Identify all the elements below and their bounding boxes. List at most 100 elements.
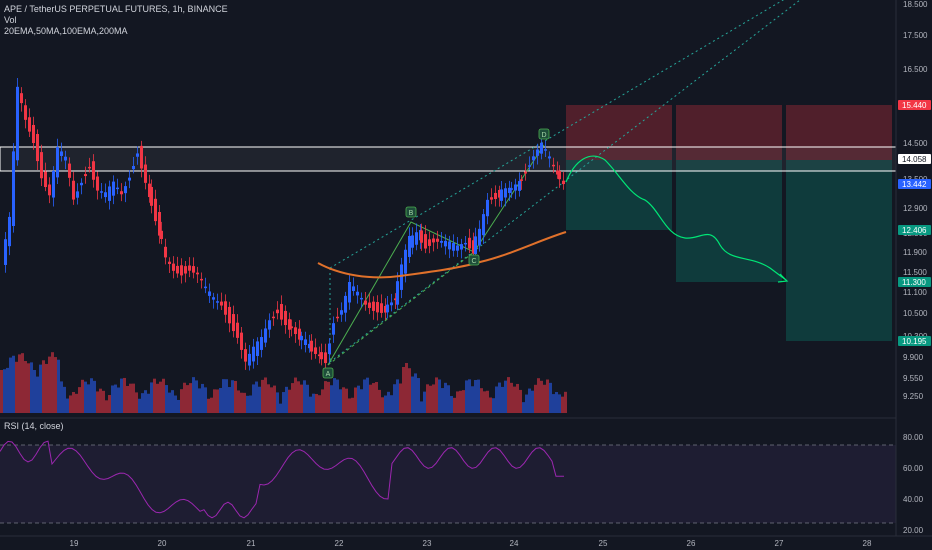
chart-title: APE / TetherUS PERPETUAL FUTURES, 1h, BI… bbox=[4, 4, 228, 14]
volume-bar bbox=[564, 391, 567, 413]
volume-bar bbox=[450, 396, 453, 413]
candle-body bbox=[482, 214, 485, 236]
volume-bar bbox=[171, 390, 174, 413]
volume-bar bbox=[546, 379, 549, 413]
candle-body bbox=[220, 301, 223, 306]
price-badge bbox=[898, 154, 931, 164]
candle-body bbox=[16, 86, 19, 161]
volume-bar bbox=[168, 392, 171, 413]
volume-bar bbox=[402, 366, 405, 413]
time-label: 20 bbox=[158, 539, 167, 548]
volume-bar bbox=[207, 398, 210, 413]
price-tick: 11.500 bbox=[903, 268, 927, 277]
candle-body bbox=[68, 163, 71, 178]
volume-bar bbox=[357, 385, 360, 413]
candle-body bbox=[40, 152, 43, 179]
volume-bar bbox=[561, 396, 564, 413]
candle-body bbox=[396, 281, 399, 305]
projection-path[interactable] bbox=[565, 155, 787, 281]
volume-bar bbox=[552, 394, 555, 413]
volume-bar bbox=[291, 383, 294, 413]
price-badge-label: 15.440 bbox=[902, 101, 927, 110]
resistance-zone[interactable] bbox=[0, 146, 897, 172]
volume-bar bbox=[393, 384, 396, 413]
rsi-line bbox=[0, 440, 564, 519]
candle-body bbox=[318, 354, 321, 357]
pattern-point-B[interactable] bbox=[405, 206, 417, 218]
candle-body bbox=[298, 328, 301, 340]
candle-body bbox=[411, 235, 414, 248]
volume-bar bbox=[288, 389, 291, 413]
candle-body bbox=[452, 243, 455, 251]
volume-bar bbox=[339, 389, 342, 413]
price-badge-label: 11.300 bbox=[902, 278, 926, 287]
time-label: 23 bbox=[423, 539, 432, 548]
candle-body bbox=[376, 302, 379, 313]
volume-bar bbox=[462, 390, 465, 413]
volume-bar bbox=[387, 391, 390, 413]
candle-body bbox=[132, 166, 135, 170]
volume-bar bbox=[72, 392, 75, 413]
candle-body bbox=[520, 179, 523, 181]
candle-body bbox=[24, 105, 27, 120]
time-axis[interactable]: 19 20 21 22 23 24 25 26 27 28 bbox=[70, 539, 872, 548]
candle-body bbox=[472, 240, 475, 254]
pattern-point-A[interactable] bbox=[322, 367, 334, 379]
volume-bar bbox=[486, 390, 489, 413]
volume-bar bbox=[165, 385, 168, 413]
candle-body bbox=[176, 265, 179, 274]
volume-label: Vol bbox=[4, 15, 17, 25]
volume-bar bbox=[360, 389, 363, 413]
candle-body bbox=[324, 352, 327, 364]
pattern-point-D[interactable] bbox=[538, 128, 550, 140]
volume-bar bbox=[513, 386, 516, 413]
candle-body bbox=[386, 304, 389, 313]
volume-bar bbox=[255, 381, 258, 413]
volume-bar bbox=[390, 395, 393, 413]
candle-body bbox=[12, 151, 15, 226]
candle-body bbox=[260, 337, 263, 350]
volume-bar bbox=[423, 391, 426, 413]
volume-bar bbox=[222, 379, 225, 413]
price-tick: 17.500 bbox=[903, 31, 928, 40]
volume-bar bbox=[99, 388, 102, 413]
volume-bar bbox=[156, 383, 159, 413]
abcd-pattern[interactable] bbox=[327, 144, 545, 366]
volume-bar bbox=[3, 369, 6, 413]
volume-bar bbox=[237, 390, 240, 413]
volume-bar bbox=[210, 397, 213, 413]
volume-bar bbox=[0, 370, 3, 413]
volume-bar bbox=[105, 400, 108, 413]
volume-histogram bbox=[0, 352, 567, 413]
candle-body bbox=[368, 302, 371, 308]
candle-body bbox=[336, 316, 339, 319]
pattern-point-C[interactable] bbox=[468, 254, 480, 266]
candle-body bbox=[498, 190, 501, 198]
price-tick: 16.500 bbox=[903, 65, 928, 74]
price-tick: 10.500 bbox=[903, 309, 928, 318]
candle-body bbox=[84, 174, 87, 177]
candle-body bbox=[236, 322, 239, 338]
candle-body bbox=[4, 239, 7, 265]
volume-bar bbox=[297, 381, 300, 413]
rsi-tick: 40.00 bbox=[903, 495, 924, 504]
candle-body bbox=[280, 304, 283, 320]
volume-bar bbox=[102, 390, 105, 413]
rsi-pane[interactable] bbox=[0, 417, 896, 524]
price-badge bbox=[898, 225, 931, 235]
candle-body bbox=[490, 197, 493, 200]
candle-body bbox=[352, 286, 355, 291]
candle-body bbox=[80, 182, 83, 186]
volume-bar bbox=[399, 383, 402, 413]
volume-bar bbox=[75, 393, 78, 413]
volume-bar bbox=[342, 387, 345, 413]
candle-body bbox=[196, 272, 199, 275]
candlestick-series bbox=[4, 78, 565, 371]
candle-body bbox=[372, 301, 375, 311]
candle-body bbox=[128, 177, 131, 181]
candle-body bbox=[154, 198, 157, 222]
volume-bar bbox=[42, 360, 45, 413]
volume-bar bbox=[87, 384, 90, 413]
candle-body bbox=[32, 124, 35, 144]
